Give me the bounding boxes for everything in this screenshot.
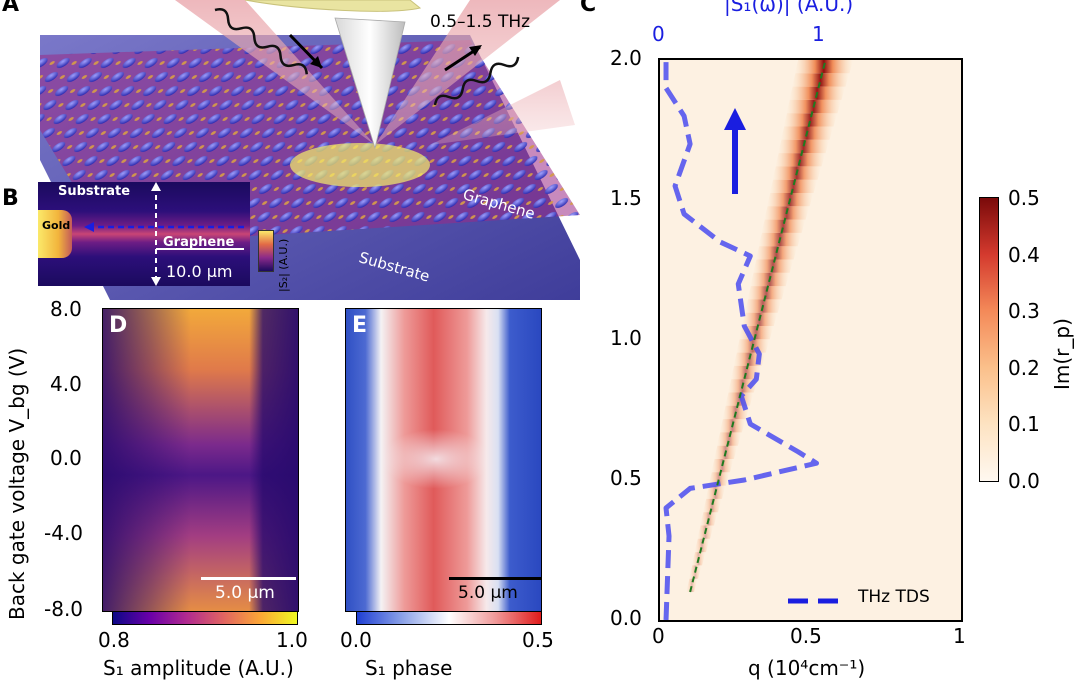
c-xtick-1: 0.5	[790, 624, 822, 648]
c-ytick-0: 2.0	[610, 46, 642, 70]
d-ytick-1: 4.0	[50, 372, 82, 396]
panel-c-colorbar	[979, 197, 999, 482]
c-top-tick-1: 1	[812, 22, 825, 46]
c-xlabel: q (10⁴cm⁻¹)	[748, 656, 866, 680]
panel-b-scalebar	[156, 248, 244, 250]
band-segment	[755, 246, 798, 260]
panel-letter-e: E	[352, 313, 368, 338]
band-segment	[747, 286, 786, 300]
reflected-beam	[375, 0, 560, 145]
panel-letter-b: B	[2, 186, 19, 211]
panel-b-arrows	[84, 182, 246, 286]
band-segment	[778, 139, 830, 154]
panel-e-crossing	[381, 429, 491, 489]
c-cbar-tick-3: 0.2	[1008, 356, 1040, 380]
band-segment	[694, 538, 710, 553]
e-cbar-tick-0: 0.0	[340, 628, 372, 652]
band-segment	[725, 392, 754, 406]
panel-d-heatmap: D 5.0 µm	[102, 308, 299, 612]
band-segment	[783, 113, 838, 127]
c-ytick-2: 1.0	[610, 326, 642, 350]
panel-b-image: Substrate Gold Graphene 10.0 µm	[38, 182, 250, 286]
plasmon-spot	[290, 143, 430, 187]
c-xtick-0: 0	[652, 624, 665, 648]
scattered-beam	[430, 80, 575, 145]
c-cbar-tick-1: 0.4	[1008, 243, 1040, 267]
gold-region	[38, 210, 72, 258]
d-cbar-tick-1: 1.0	[276, 628, 308, 652]
panel-letter-d: D	[109, 313, 128, 338]
cantilever	[244, 0, 422, 12]
panel-d-colorbar	[112, 611, 298, 625]
graphene-label-b: Graphene	[163, 235, 235, 250]
panel-letter-c: C	[580, 0, 597, 17]
panel-e-scalebar	[449, 577, 541, 580]
panel-d-scalebar	[201, 577, 296, 580]
c-ytick-4: 0.0	[610, 606, 642, 630]
up-arrow-icon	[724, 108, 746, 194]
series-thz-tds	[663, 60, 820, 620]
panel-d-scalebar-label: 5.0 µm	[215, 583, 275, 603]
reflected-pulse	[433, 56, 520, 106]
substrate-label-b: Substrate	[58, 184, 131, 199]
c-xtick-2: 1	[953, 624, 966, 648]
legend-label: THz TDS	[858, 587, 930, 607]
band-segment	[702, 498, 722, 513]
c-top-axis-label: |S₁(ω)| (A.U.)	[724, 0, 854, 16]
d-cbar-label: S₁ amplitude (A.U.)	[103, 656, 294, 680]
c-cbar-tick-0: 0.5	[1008, 186, 1040, 210]
d-ytick-2: 0.0	[50, 446, 82, 470]
incident-pulse	[214, 7, 308, 75]
panel-e-scalebar-label: 5.0 µm	[458, 583, 518, 603]
band-segment	[791, 73, 849, 87]
band-segment	[769, 179, 818, 193]
panel-letter-a: A	[2, 0, 20, 17]
band-segment	[761, 219, 806, 233]
band-segment	[752, 259, 794, 273]
c-cbar-tick-2: 0.3	[1008, 299, 1040, 323]
e-cbar-tick-1: 0.5	[522, 628, 554, 652]
panel-e-colorbar	[356, 611, 542, 625]
series-dispersion-fit	[689, 60, 827, 593]
incident-beam	[175, 0, 375, 145]
c-cbar-label: Im(r_p)	[1050, 318, 1074, 390]
panel-e-heatmap: E 5.0 µm	[345, 308, 542, 612]
panel-b-colorbar-label: |S₂| (A.U.)	[277, 238, 290, 292]
plasmon-band	[686, 60, 853, 592]
c-ytick-3: 0.5	[610, 466, 642, 490]
panel-c-plot: THz TDS	[658, 58, 963, 622]
band-segment	[775, 153, 826, 167]
panel-b-scalebar-label: 10.0 µm	[166, 262, 233, 281]
frequency-label: 0.5–1.5 THz	[430, 12, 531, 32]
band-segment	[686, 578, 698, 592]
panel-b-colorbar	[258, 230, 274, 272]
afm-tip	[334, 17, 406, 150]
e-cbar-label: S₁ phase	[365, 656, 453, 680]
c-cbar-tick-4: 0.1	[1008, 412, 1040, 436]
d-ytick-4: -8.0	[44, 597, 84, 621]
panel-d-ylabel: Back gate voltage V_bg (V)	[5, 347, 29, 620]
c-ytick-1: 1.5	[610, 186, 642, 210]
c-cbar-tick-5: 0.0	[1008, 469, 1040, 493]
panel-c-svg	[663, 60, 853, 620]
d-ytick-3: -4.0	[44, 521, 84, 545]
d-cbar-tick-0: 0.8	[98, 628, 130, 652]
d-ytick-0: 8.0	[50, 297, 82, 321]
band-segment	[716, 432, 742, 446]
band-segment	[730, 365, 762, 380]
gold-label: Gold	[42, 219, 71, 232]
c-top-tick-0: 0	[652, 22, 665, 46]
